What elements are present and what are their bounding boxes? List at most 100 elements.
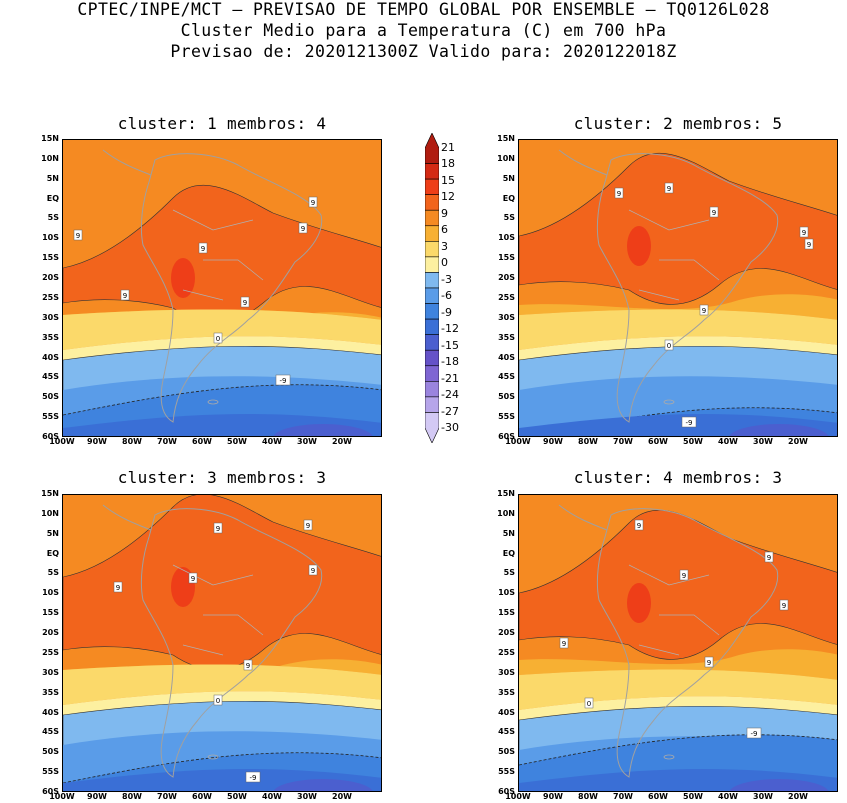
svg-text:9: 9 (116, 584, 120, 592)
lat-tick-label: 25S (42, 647, 59, 657)
svg-text:0: 0 (216, 335, 220, 343)
contour-label: 9 (804, 238, 814, 250)
colorbar-segment (424, 132, 440, 164)
contour-label: 9 (664, 182, 674, 194)
field-3 (63, 664, 381, 705)
lon-tick-label: 80W (122, 437, 142, 446)
svg-text:9: 9 (712, 209, 716, 217)
svg-text:9: 9 (807, 241, 811, 249)
colorbar-segment (424, 334, 440, 351)
lat-tick-label: 35S (42, 332, 59, 342)
field-neg15 (729, 424, 829, 436)
lat-tick-label: 30S (42, 312, 59, 322)
svg-text:9: 9 (301, 225, 305, 233)
colorbar-segment (424, 303, 440, 320)
lat-tick-label: 5N (46, 173, 59, 183)
map-panel-1: 9 9 9 9 9 9 0 -9 (62, 139, 382, 437)
colorbar-level-label: 18 (441, 157, 455, 171)
lon-tick-label: 80W (578, 437, 598, 446)
lat-tick-label: 30S (42, 667, 59, 677)
svg-text:9: 9 (782, 602, 786, 610)
contour-label: 9 (559, 637, 569, 649)
svg-text:-9: -9 (686, 419, 693, 427)
contour-label: 9 (113, 581, 123, 593)
colorbar-svg (424, 132, 440, 444)
field-12 (519, 152, 837, 305)
field-15 (171, 258, 195, 298)
colorbar-segment (424, 209, 440, 227)
lat-tick-label: 50S (42, 392, 59, 402)
svg-text:0: 0 (667, 342, 671, 350)
svg-text:9: 9 (306, 522, 310, 530)
lat-tick-label: 45S (42, 372, 59, 382)
contour-label: 0 (664, 339, 674, 351)
lon-tick-label: 40W (718, 437, 738, 446)
field-6 (519, 294, 837, 320)
field-0 (519, 696, 837, 720)
svg-text:-9: -9 (280, 377, 287, 385)
lat-tick-label: 15N (41, 134, 59, 143)
lon-tick-label: 40W (262, 792, 282, 801)
colorbar-segment (424, 163, 440, 180)
central-america-outline (102, 149, 152, 176)
lat-tick-label: 5N (502, 528, 515, 538)
lon-tick-label: 40W (262, 437, 282, 446)
lat-tick-label: 10N (497, 153, 515, 163)
field-0 (63, 691, 381, 715)
lon-tick-label: 40W (718, 792, 738, 801)
lon-tick-label: 90W (87, 437, 107, 446)
colorbar-level-label: -27 (441, 404, 459, 418)
contour-neg9 (519, 734, 837, 766)
lat-tick-label: 25S (42, 292, 59, 302)
svg-text:9: 9 (191, 575, 195, 583)
lon-tick-label: 30W (753, 437, 773, 446)
falklands-outline (663, 754, 675, 760)
lon-tick-label: 20W (788, 437, 808, 446)
svg-text:9: 9 (123, 292, 127, 300)
field-neg15 (273, 424, 373, 436)
field-15 (627, 226, 651, 266)
contour-label: 9 (198, 242, 208, 254)
colorbar-level-label: -9 (441, 305, 452, 319)
field-3 (519, 669, 837, 710)
lon-tick-label: 30W (297, 437, 317, 446)
lon-tick-label: 60W (648, 792, 668, 801)
lat-tick-label: 25S (498, 292, 515, 302)
contour-label: 0 (213, 332, 223, 344)
lat-tick-label: 15S (42, 253, 59, 263)
svg-text:9: 9 (682, 572, 686, 580)
colorbar-segment (424, 381, 440, 398)
colorbar-segment (424, 256, 440, 273)
colorbar-level-label: -21 (441, 371, 459, 385)
contour-label: 9 (308, 196, 318, 208)
colorbar-level-label: 15 (441, 173, 455, 187)
contour-label: 9 (799, 226, 809, 238)
lat-tick-label: 5S (503, 568, 515, 578)
map-panel-3: 9 9 9 9 9 9 0 -9 (62, 494, 382, 792)
colorbar-level-label: 3 (441, 239, 448, 253)
lat-tick-label: 20S (42, 273, 59, 283)
lat-tick-label: 15N (497, 134, 515, 143)
central-america-outline (558, 504, 608, 531)
field-12 (519, 509, 837, 660)
contour-label: 9 (679, 569, 689, 581)
colorbar-level-label: -12 (441, 322, 459, 336)
lat-tick-label: 45S (498, 372, 515, 382)
map-panel-4: 9 9 9 9 9 9 0 -9 (518, 494, 838, 792)
lat-tick-label: 60S (498, 787, 515, 796)
lon-tick-label: 30W (753, 792, 773, 801)
lon-tick-label: 70W (613, 792, 633, 801)
lat-tick-label: 35S (498, 687, 515, 697)
svg-text:9: 9 (802, 229, 806, 237)
lat-tick-label: 5N (502, 173, 515, 183)
lat-tick-label: 10S (42, 588, 59, 598)
contour-label: 9 (614, 187, 624, 199)
contour-label: -9 (245, 771, 261, 783)
lat-tick-label: 55S (42, 767, 59, 777)
figure-title-line-1: CPTEC/INPE/MCT — PREVISAO DE TEMPO GLOBA… (77, 0, 770, 19)
lat-tick-label: 50S (42, 747, 59, 757)
colorbar-level-label: -6 (441, 289, 452, 303)
